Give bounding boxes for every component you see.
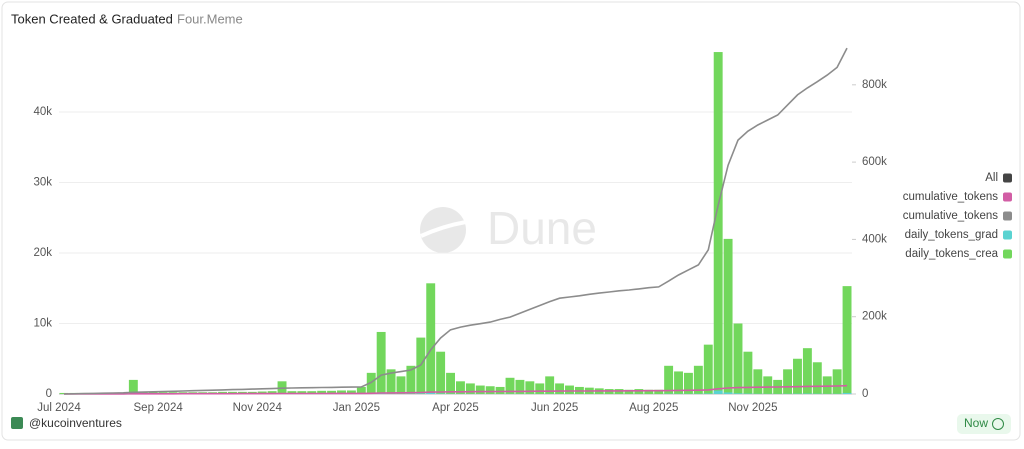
bar	[734, 323, 743, 394]
bar	[833, 369, 842, 394]
legend-swatch[interactable]	[1003, 193, 1012, 202]
bar	[436, 352, 445, 394]
bar	[763, 376, 772, 394]
author[interactable]: @kucoinventures	[29, 416, 122, 430]
legend-label[interactable]: daily_tokens_grad	[905, 229, 998, 241]
watermark: Dune	[487, 202, 597, 254]
bar	[397, 376, 406, 394]
y2-tick-label: 0	[862, 388, 868, 400]
legend-swatch[interactable]	[1003, 250, 1012, 259]
y-tick-label: 30k	[33, 177, 52, 189]
bar	[793, 359, 802, 394]
legend-swatch[interactable]	[1003, 212, 1012, 221]
bar	[377, 332, 386, 394]
chart-subtitle: Four.Meme	[177, 11, 243, 26]
y2-tick-label: 600k	[862, 156, 887, 168]
x-tick-label: Aug 2025	[629, 402, 678, 414]
refresh-label[interactable]: Now	[964, 416, 988, 430]
bar	[714, 52, 723, 394]
legend-label[interactable]: daily_tokens_crea	[905, 248, 998, 260]
bar	[486, 386, 495, 394]
bar	[753, 369, 762, 394]
legend-swatch[interactable]	[1003, 231, 1012, 240]
x-tick-label: Jul 2024	[37, 402, 81, 414]
y-tick-label: 20k	[33, 247, 52, 259]
y2-tick-label: 800k	[862, 79, 887, 91]
bar	[823, 376, 832, 394]
legend-swatch[interactable]	[1003, 174, 1012, 183]
bar	[714, 391, 723, 394]
legend-label[interactable]: cumulative_tokens	[903, 210, 998, 222]
bar	[426, 283, 435, 394]
bar	[843, 393, 852, 394]
y-tick-label: 0	[46, 388, 52, 400]
x-tick-label: Jan 2025	[333, 402, 380, 414]
bar	[724, 392, 733, 394]
y2-tick-label: 400k	[862, 233, 887, 245]
y-tick-label: 40k	[33, 106, 52, 118]
legend-label[interactable]: cumulative_tokens	[903, 191, 998, 203]
watermark-logo	[420, 207, 466, 253]
bar	[476, 386, 485, 394]
bar	[704, 345, 713, 394]
x-tick-label: Jun 2025	[531, 402, 578, 414]
chart-title: Token Created & Graduated	[11, 11, 173, 26]
x-tick-label: Nov 2025	[728, 402, 777, 414]
legend-label[interactable]: All	[985, 172, 998, 184]
bar	[565, 386, 574, 394]
bar	[446, 373, 455, 394]
author-icon	[11, 417, 23, 429]
x-tick-label: Apr 2025	[432, 402, 479, 414]
bar	[734, 393, 743, 394]
y2-tick-label: 200k	[862, 311, 887, 323]
x-tick-label: Sep 2024	[134, 402, 184, 414]
bar	[416, 393, 425, 394]
x-tick-label: Nov 2024	[233, 402, 283, 414]
bar	[426, 393, 435, 394]
bar	[496, 387, 505, 394]
bar	[724, 239, 733, 394]
bar	[813, 362, 822, 394]
bar	[843, 286, 852, 394]
bar	[783, 369, 792, 394]
bar	[535, 383, 544, 394]
bar	[555, 383, 564, 394]
y-tick-label: 10k	[33, 318, 52, 330]
